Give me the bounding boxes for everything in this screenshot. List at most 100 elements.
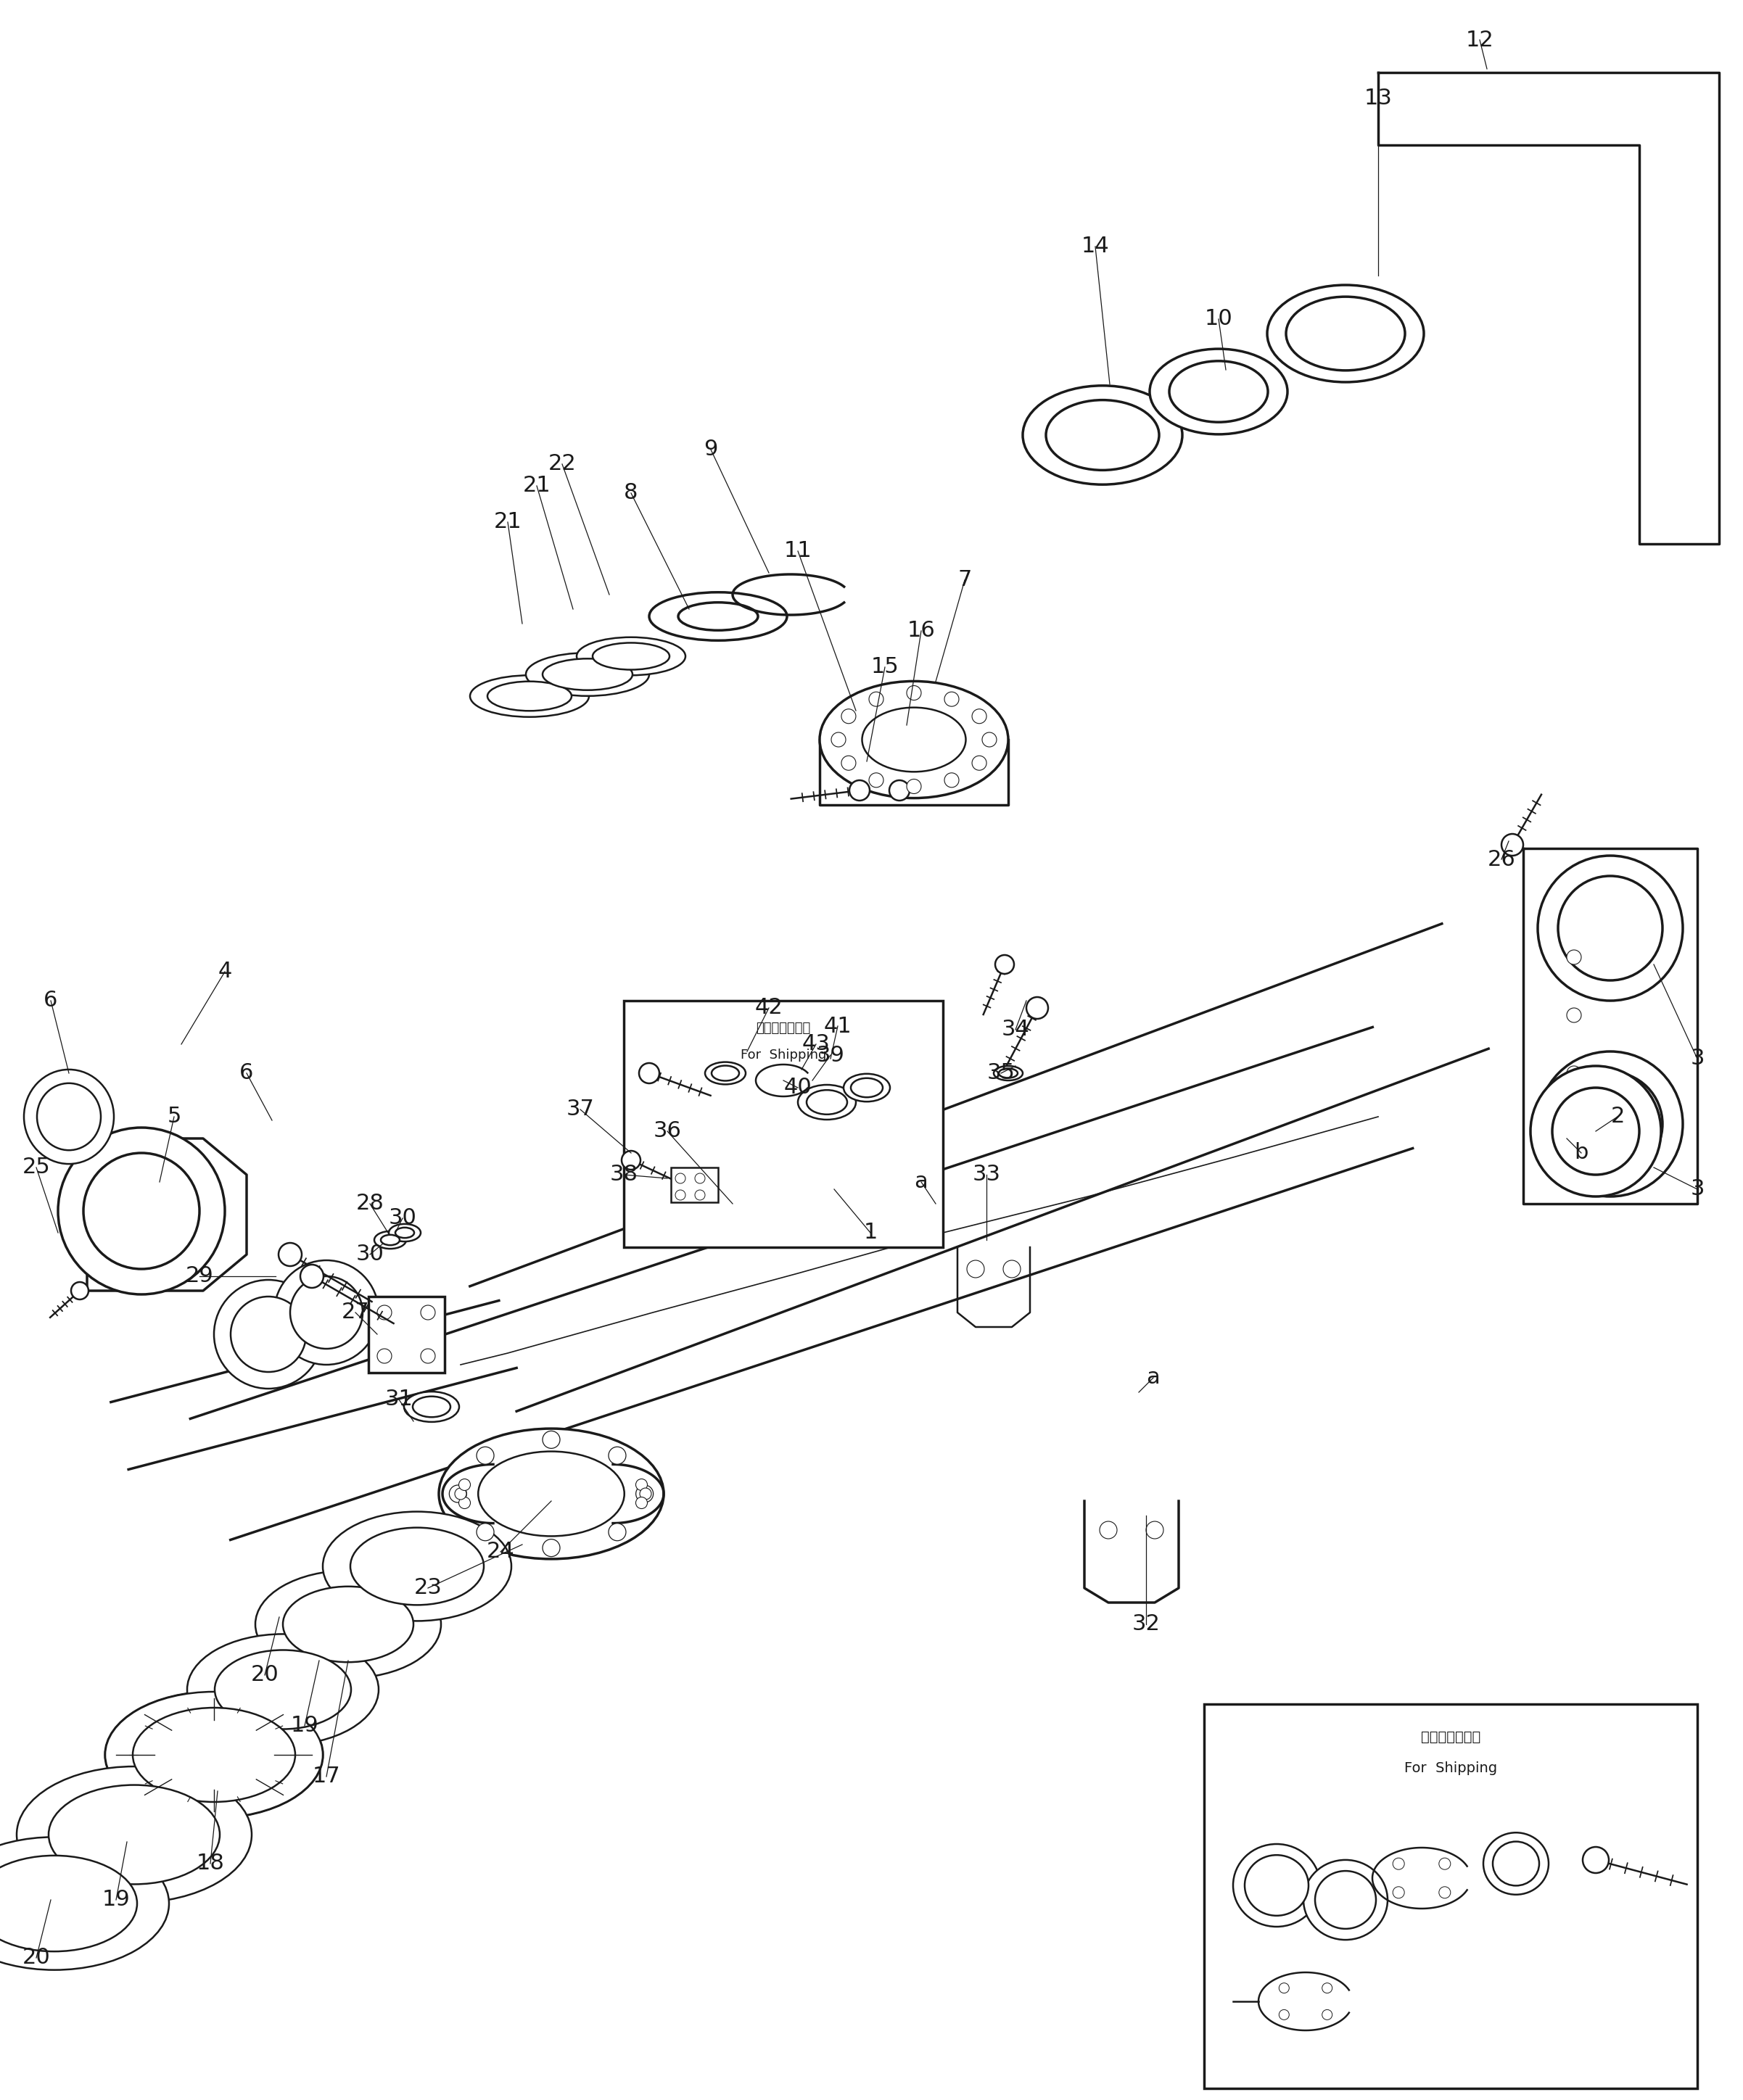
- Text: 31: 31: [385, 1388, 413, 1409]
- Circle shape: [1323, 1982, 1332, 1993]
- Circle shape: [695, 1174, 704, 1184]
- Text: 6: 6: [44, 991, 58, 1012]
- Circle shape: [1279, 1982, 1290, 1993]
- Ellipse shape: [230, 1296, 307, 1371]
- Text: a: a: [915, 1172, 927, 1193]
- Circle shape: [831, 733, 845, 748]
- Text: 35: 35: [987, 1063, 1014, 1084]
- Text: 11: 11: [784, 540, 812, 561]
- Circle shape: [608, 1447, 626, 1464]
- Text: 5: 5: [167, 1107, 181, 1128]
- Circle shape: [542, 1430, 560, 1449]
- Circle shape: [1323, 2010, 1332, 2020]
- Ellipse shape: [146, 1716, 281, 1793]
- Ellipse shape: [322, 1512, 511, 1621]
- Text: 29: 29: [185, 1266, 214, 1287]
- Circle shape: [1567, 1067, 1581, 1082]
- Circle shape: [636, 1478, 647, 1491]
- Circle shape: [476, 1522, 493, 1541]
- Circle shape: [1501, 834, 1523, 855]
- Text: 20: 20: [23, 1947, 51, 1968]
- Circle shape: [455, 1489, 467, 1499]
- Ellipse shape: [0, 1856, 138, 1951]
- Ellipse shape: [1245, 1854, 1309, 1915]
- Circle shape: [842, 756, 856, 771]
- Circle shape: [870, 691, 884, 706]
- Circle shape: [675, 1174, 685, 1184]
- Ellipse shape: [37, 1084, 101, 1151]
- Ellipse shape: [1286, 296, 1405, 370]
- Circle shape: [945, 773, 959, 788]
- Text: 19: 19: [103, 1890, 131, 1911]
- Text: 7: 7: [957, 569, 973, 590]
- Text: 43: 43: [802, 1033, 830, 1054]
- Ellipse shape: [1232, 1844, 1319, 1926]
- Ellipse shape: [542, 659, 633, 691]
- Ellipse shape: [413, 1397, 450, 1418]
- Ellipse shape: [389, 1224, 420, 1241]
- Text: 8: 8: [624, 483, 638, 504]
- Ellipse shape: [471, 676, 589, 716]
- Text: 24: 24: [486, 1541, 514, 1562]
- Ellipse shape: [105, 1693, 322, 1819]
- Ellipse shape: [17, 1766, 251, 1903]
- Circle shape: [1440, 1858, 1450, 1869]
- Circle shape: [870, 773, 884, 788]
- Text: b: b: [1574, 1142, 1588, 1163]
- Ellipse shape: [1170, 361, 1267, 422]
- Ellipse shape: [1023, 386, 1182, 485]
- Ellipse shape: [1304, 1861, 1387, 1940]
- Text: 26: 26: [1487, 848, 1515, 869]
- Ellipse shape: [105, 1693, 322, 1819]
- Text: 30: 30: [356, 1243, 383, 1264]
- Circle shape: [622, 1151, 640, 1170]
- Ellipse shape: [380, 1235, 399, 1245]
- Ellipse shape: [282, 1586, 413, 1663]
- Circle shape: [1567, 1008, 1581, 1023]
- Circle shape: [1393, 1886, 1405, 1898]
- Circle shape: [1004, 1260, 1021, 1277]
- Circle shape: [300, 1264, 324, 1287]
- Ellipse shape: [1530, 1067, 1661, 1197]
- Circle shape: [1567, 949, 1581, 964]
- Text: 16: 16: [906, 620, 936, 640]
- Text: 運　搬　部　品: 運 搬 部 品: [756, 1023, 810, 1035]
- Ellipse shape: [478, 1451, 624, 1537]
- Text: 27: 27: [342, 1302, 370, 1323]
- Text: 3: 3: [1691, 1178, 1705, 1199]
- Text: 28: 28: [356, 1193, 383, 1214]
- Text: 9: 9: [704, 439, 718, 460]
- Text: 38: 38: [610, 1163, 638, 1184]
- Ellipse shape: [994, 1067, 1023, 1082]
- Text: 40: 40: [784, 1077, 812, 1098]
- Ellipse shape: [1558, 1071, 1663, 1176]
- Bar: [368, 1296, 444, 1373]
- Ellipse shape: [1150, 349, 1288, 435]
- Ellipse shape: [274, 1260, 378, 1365]
- Ellipse shape: [404, 1392, 458, 1422]
- Text: 20: 20: [251, 1665, 279, 1686]
- Ellipse shape: [863, 708, 966, 773]
- Ellipse shape: [1558, 876, 1663, 981]
- Circle shape: [675, 1191, 685, 1199]
- Ellipse shape: [593, 643, 669, 670]
- Circle shape: [450, 1485, 467, 1502]
- Text: 30: 30: [389, 1207, 417, 1228]
- Circle shape: [981, 733, 997, 748]
- Circle shape: [889, 781, 910, 800]
- Text: 33: 33: [973, 1163, 1000, 1184]
- Text: 42: 42: [755, 998, 783, 1018]
- Text: 10: 10: [1204, 309, 1232, 330]
- Ellipse shape: [1314, 1871, 1375, 1928]
- Ellipse shape: [1537, 1052, 1682, 1197]
- Text: 37: 37: [566, 1098, 594, 1119]
- Circle shape: [1147, 1520, 1163, 1539]
- Ellipse shape: [1267, 286, 1424, 382]
- Circle shape: [849, 781, 870, 800]
- Circle shape: [1100, 1520, 1117, 1539]
- Ellipse shape: [132, 1707, 295, 1802]
- Polygon shape: [190, 1027, 1414, 1539]
- Bar: [624, 1002, 943, 1247]
- Text: 17: 17: [312, 1766, 340, 1787]
- Ellipse shape: [819, 680, 1007, 798]
